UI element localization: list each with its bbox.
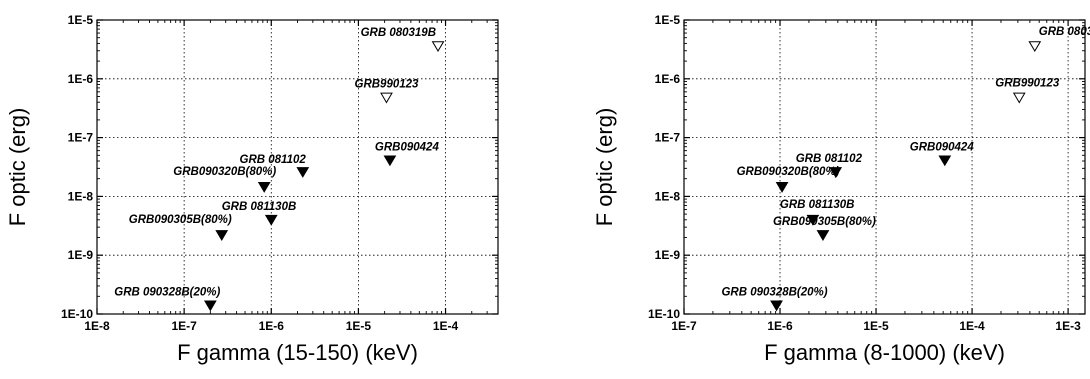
chart-panel-1: 1E-8 1E-7 1E-6 1E-5 1E-4 1E-10 1E-9 1E-8 1E-7 1E-… <box>5 13 499 365</box>
data-point-label: GRB090424 <box>910 141 975 153</box>
data-point-marker <box>806 214 820 226</box>
x-tick-label: 1E-3 <box>1055 319 1081 333</box>
x-tick-label: 1E-4 <box>959 319 985 333</box>
x-tick-label: 1E-8 <box>84 319 110 333</box>
data-point-marker <box>1028 41 1042 53</box>
x-tick-label: 1E-6 <box>259 319 285 333</box>
x-tick-label: 1E-5 <box>863 319 889 333</box>
y-tick-label: 1E-8 <box>655 189 681 203</box>
data-point-label: GRB990123 <box>355 79 420 91</box>
y-tick-label: 1E-7 <box>655 131 681 145</box>
x-axis-label: F gamma (15-150) (keV) <box>177 340 418 365</box>
data-point-label: GRB090305B(80%) <box>129 214 232 226</box>
y-tick-label: 1E-9 <box>655 248 681 262</box>
x-tick-label: 1E-7 <box>671 319 697 333</box>
chart-panel-2: 1E-7 1E-6 1E-5 1E-4 1E-3 1E-10 1E-9 1E-8 1E-7 1E-… <box>592 13 1090 365</box>
y-axis-label: F optic (erg) <box>5 108 30 227</box>
x-tick-label: 1E-6 <box>767 319 793 333</box>
data-point-label: GRB 081130B <box>222 201 297 213</box>
data-point-label: GRB090320B(80%) <box>173 166 276 178</box>
y-axis-label: F optic (erg) <box>592 108 617 227</box>
data-point-label: GRB090305B(80%) <box>773 216 876 228</box>
x-axis-label: F gamma (8-1000) (keV) <box>764 340 1005 365</box>
data-point-label: GRB 080319B <box>361 27 436 39</box>
y-tick-label: 1E-8 <box>68 189 94 203</box>
plot-frame <box>96 19 499 315</box>
data-point-marker <box>203 300 217 312</box>
data-point-marker <box>816 230 830 242</box>
data-point-label: GRB 090328B(20%) <box>721 286 827 298</box>
data-point-label: GRB 081130B <box>780 199 855 211</box>
data-point-label: GRB 081102 <box>240 154 307 166</box>
data-point-marker <box>775 182 789 193</box>
x-tick-label: 1E-4 <box>433 319 459 333</box>
data-point-marker <box>383 155 397 167</box>
y-tick-label: 1E-10 <box>648 307 680 321</box>
y-tick-label: 1E-5 <box>655 13 681 27</box>
data-point-marker <box>1012 92 1026 104</box>
data-point-label: GRB 090328B(20%) <box>114 286 220 298</box>
data-point-marker <box>380 92 393 104</box>
data-point-label: GRB090424 <box>375 141 440 153</box>
y-tick-label: 1E-5 <box>68 13 94 27</box>
data-point-marker <box>938 155 952 167</box>
x-tick-label: 1E-5 <box>346 319 372 333</box>
plot-frame <box>683 19 1086 315</box>
y-tick-label: 1E-6 <box>68 72 94 86</box>
data-point-label: GRB 080319B <box>1039 26 1090 38</box>
data-point-label: GRB 081102 <box>796 153 863 165</box>
data-point-label: GRB990123 <box>995 78 1060 90</box>
data-point-marker <box>264 214 278 226</box>
data-point-marker <box>829 167 843 178</box>
y-tick-label: 1E-9 <box>68 248 94 262</box>
data-point-marker <box>431 41 445 53</box>
data-point-marker <box>215 230 229 242</box>
data-point-marker <box>770 300 783 312</box>
y-tick-label: 1E-10 <box>61 307 93 321</box>
y-tick-label: 1E-7 <box>68 131 94 145</box>
x-tick-label: 1E-7 <box>171 319 197 333</box>
data-point-label: GRB090320B(80%) <box>737 166 840 178</box>
y-tick-label: 1E-6 <box>655 72 681 86</box>
data-point-marker <box>296 167 310 178</box>
data-point-marker <box>257 182 271 193</box>
